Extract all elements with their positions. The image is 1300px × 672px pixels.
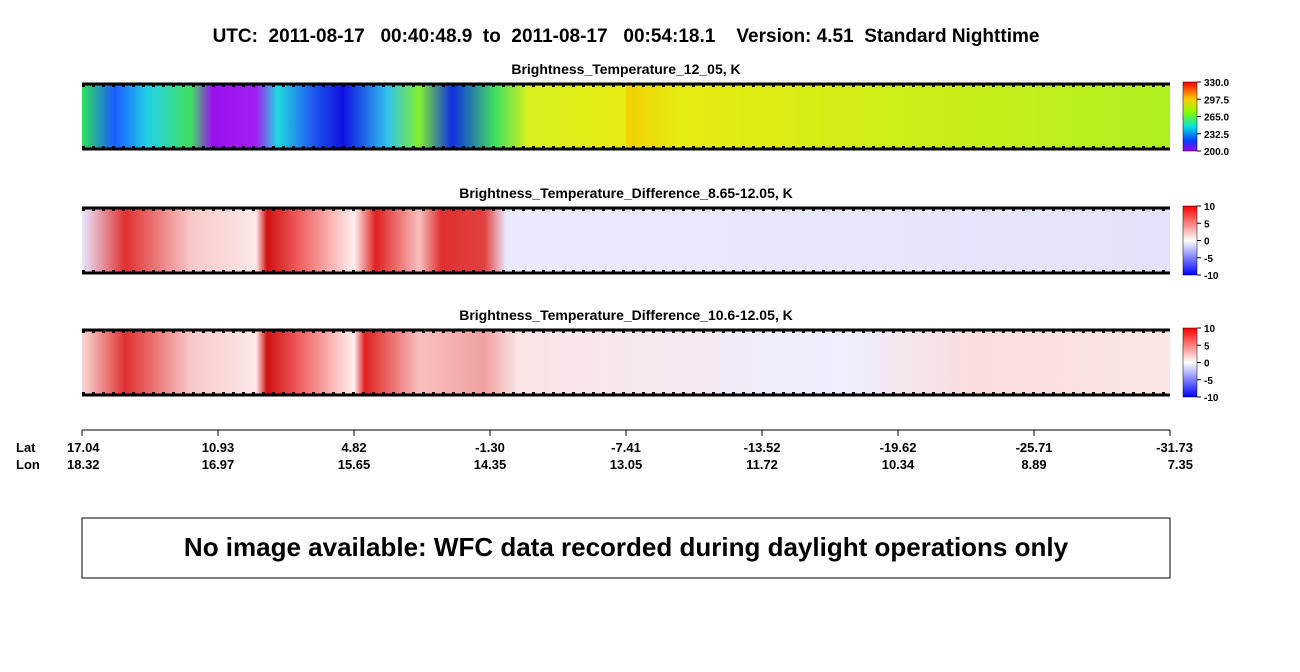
panel-title: Brightness_Temperature_Difference_8.65-1… [459, 185, 793, 201]
message: No image available: WFC data recorded du… [184, 532, 1069, 562]
panel-title: Brightness_Temperature_Difference_10.6-1… [459, 307, 793, 323]
colorbar-label: 10 [1204, 324, 1216, 335]
lon-tick-label: 15.65 [338, 457, 371, 472]
lat-tick-label: -1.30 [475, 440, 505, 455]
lat-label: Lat [16, 440, 36, 455]
image-strip [82, 84, 1170, 149]
lat-tick-label: -25.71 [1016, 440, 1053, 455]
colorbar-label: 265.0 [1204, 113, 1229, 124]
colorbar-label: 330.0 [1204, 78, 1229, 89]
lon-label: Lon [16, 457, 40, 472]
lat-tick-label: -13.52 [744, 440, 781, 455]
lon-tick-label: 11.72 [746, 457, 778, 472]
image-strip [82, 208, 1170, 273]
lon-tick-label: 10.34 [882, 457, 915, 472]
lat-tick-label: -19.62 [880, 440, 917, 455]
panel-title: Brightness_Temperature_12_05, K [511, 61, 740, 77]
lat-tick-label: -31.73 [1156, 440, 1193, 455]
colorbar-label: 232.5 [1204, 130, 1229, 141]
lon-tick-label: 16.97 [202, 457, 235, 472]
title: UTC: 2011-08-17 00:40:48.9 to 2011-08-17… [213, 26, 1040, 47]
colorbar-label: -5 [1204, 254, 1213, 265]
lat-tick-label: 10.93 [202, 440, 235, 455]
lon-tick-label: 8.89 [1021, 457, 1046, 472]
colorbar-label: 0 [1204, 237, 1210, 248]
colorbar-label: 0 [1204, 359, 1210, 370]
lat-tick-label: 17.04 [67, 440, 100, 455]
colorbar-label: -10 [1204, 271, 1219, 282]
colorbar-label: 297.5 [1204, 95, 1229, 106]
image-strip [82, 330, 1170, 395]
colorbar-label: -5 [1204, 376, 1213, 387]
colorbar-label: 10 [1204, 202, 1216, 213]
lon-tick-label: 18.32 [67, 457, 100, 472]
lon-tick-label: 13.05 [610, 457, 643, 472]
colorbar-label: 5 [1204, 219, 1210, 230]
lat-tick-label: 4.82 [341, 440, 366, 455]
colorbar [1182, 81, 1198, 152]
lat-tick-label: -7.41 [611, 440, 641, 455]
colorbar [1182, 205, 1198, 276]
colorbar-label: 200.0 [1204, 147, 1229, 158]
lon-tick-label: 7.35 [1168, 457, 1193, 472]
colorbar-label: -10 [1204, 393, 1219, 404]
colorbar-label: 5 [1204, 341, 1210, 352]
message-box [81, 517, 1171, 579]
colorbar [1182, 327, 1198, 398]
lon-tick-label: 14.35 [474, 457, 507, 472]
